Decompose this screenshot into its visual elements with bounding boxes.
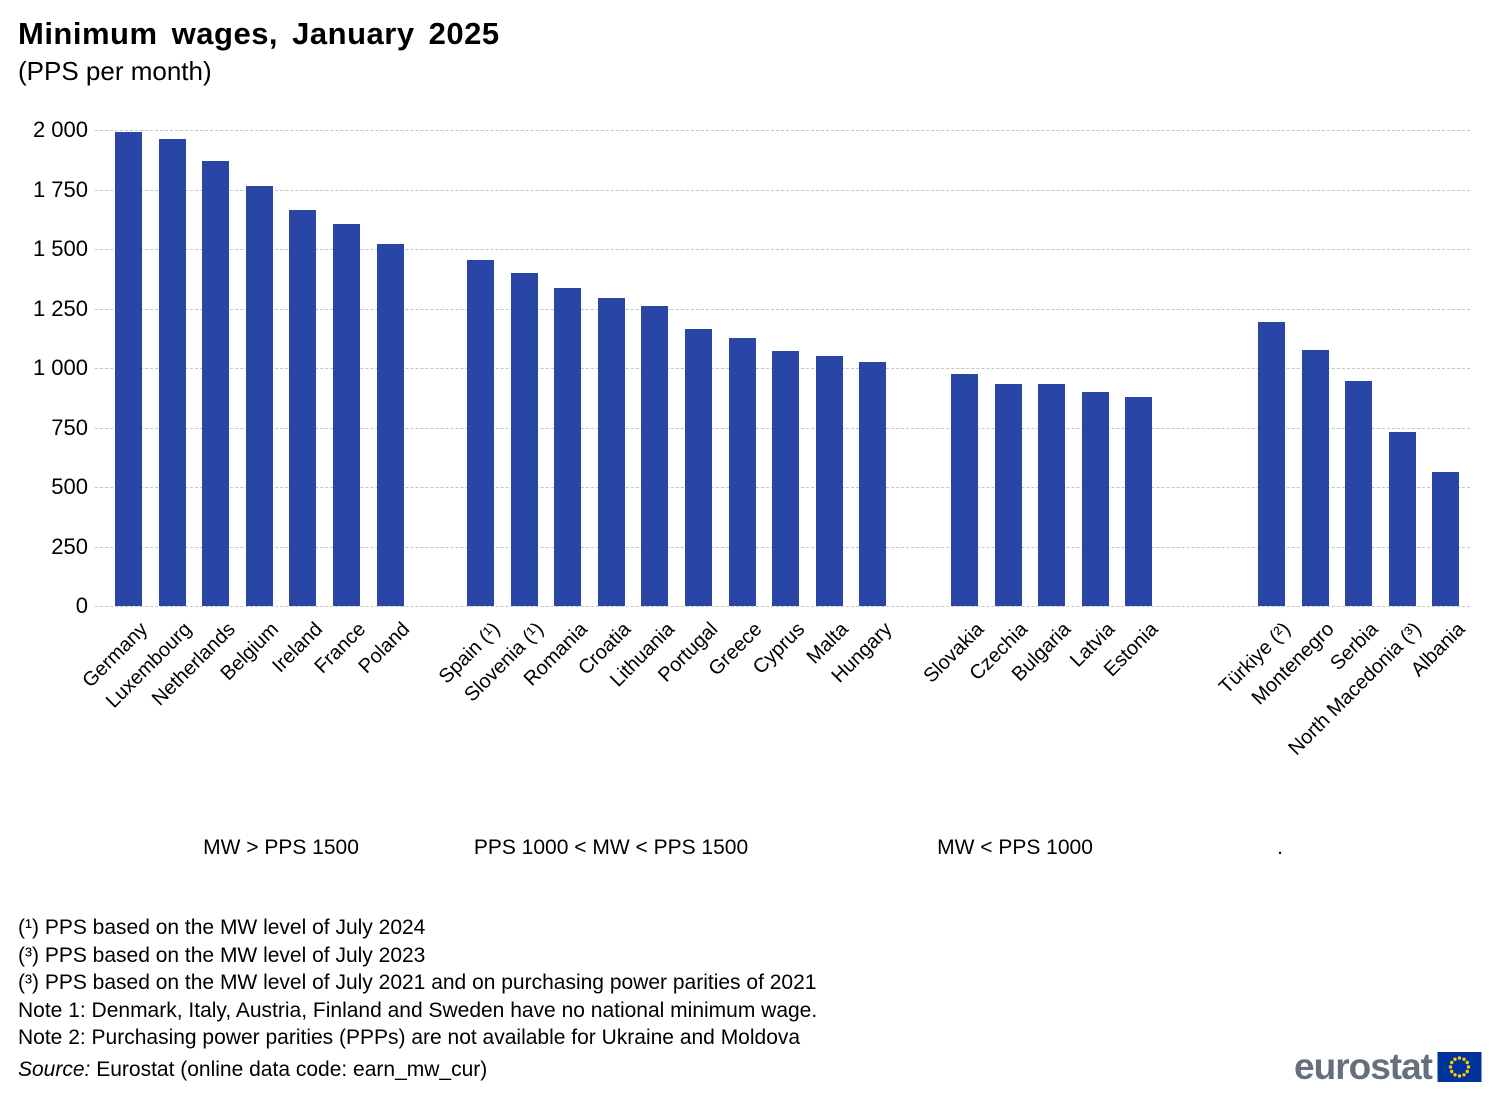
bar-t-rkiye [1258, 322, 1285, 606]
group-label: MW < PPS 1000 [937, 836, 1093, 859]
bar-poland [376, 243, 404, 606]
source-line: Source: Eurostat (online data code: earn… [18, 1058, 487, 1082]
bar-luxembourg [158, 138, 186, 606]
bar-czechia [994, 383, 1022, 606]
bar-cyprus [772, 350, 800, 606]
bar-netherlands [202, 160, 230, 606]
bar-slovakia [951, 374, 978, 606]
source-label: Source: [18, 1058, 91, 1081]
y-axis-tick-label: 500 [51, 474, 88, 499]
y-axis-tick-label: 250 [51, 533, 88, 559]
bar-albania [1432, 472, 1460, 606]
y-axis-tick-label: 750 [51, 414, 88, 440]
gridline [95, 130, 1470, 131]
bar-romania [554, 287, 582, 606]
y-axis-tick-label: 1 250 [32, 295, 88, 321]
gridline [95, 189, 1470, 191]
y-axis-tick-label: 1 500 [32, 236, 88, 261]
y-axis-tick-label: 2 000 [32, 117, 88, 142]
bar-spain [467, 260, 494, 606]
bar-slovenia [510, 272, 538, 606]
bar-portugal [685, 328, 712, 606]
group-label: . [1277, 836, 1283, 859]
bar-estonia [1125, 397, 1153, 606]
bar-croatia [597, 297, 625, 606]
gridline [95, 308, 1470, 310]
footnotes: (¹) PPS based on the MW level of July 20… [18, 914, 817, 1052]
bar-france [333, 223, 360, 606]
bar-hungary [859, 362, 887, 606]
footnote-line: (¹) PPS based on the MW level of July 20… [18, 916, 426, 939]
chart-subtitle: (PPS per month) [18, 56, 212, 86]
source-text: Eurostat (online data code: earn_mw_cur) [90, 1058, 488, 1081]
group-label: MW > PPS 1500 [203, 836, 359, 859]
y-axis-tick-label: 1 750 [32, 176, 88, 202]
y-axis-tick-label: 1 000 [32, 355, 88, 380]
gridline [95, 606, 1470, 607]
eurostat-logo-text: eurostat [1294, 1046, 1433, 1087]
footnote-line: Note 2: Purchasing power parities (PPPs)… [18, 1026, 801, 1049]
bar-serbia [1345, 381, 1373, 606]
chart-title: Minimum wages, January 2025 [18, 16, 500, 51]
bar-montenegro [1301, 349, 1329, 606]
footnote-line: Note 1: Denmark, Italy, Austria, Finland… [18, 998, 818, 1022]
bar-greece [728, 338, 756, 606]
group-label: PPS 1000 < MW < PPS 1500 [473, 836, 749, 859]
y-axis-tick-label: 0 [75, 593, 88, 618]
eurostat-logo: eurostat [1294, 1048, 1482, 1085]
gridline [95, 249, 1470, 250]
footnote-line: (³) PPS based on the MW level of July 20… [18, 943, 426, 967]
bar-malta [815, 356, 843, 606]
bar-ireland [289, 210, 317, 606]
footnote-line: (³) PPS based on the MW level of July 20… [18, 971, 817, 994]
bar-belgium [245, 186, 273, 606]
bar-lithuania [641, 305, 669, 606]
bar-germany [115, 131, 142, 606]
bar-latvia [1081, 391, 1109, 606]
bar-bulgaria [1038, 384, 1066, 606]
bar-north-macedonia [1388, 431, 1416, 606]
eu-flag-icon [1437, 1051, 1482, 1082]
